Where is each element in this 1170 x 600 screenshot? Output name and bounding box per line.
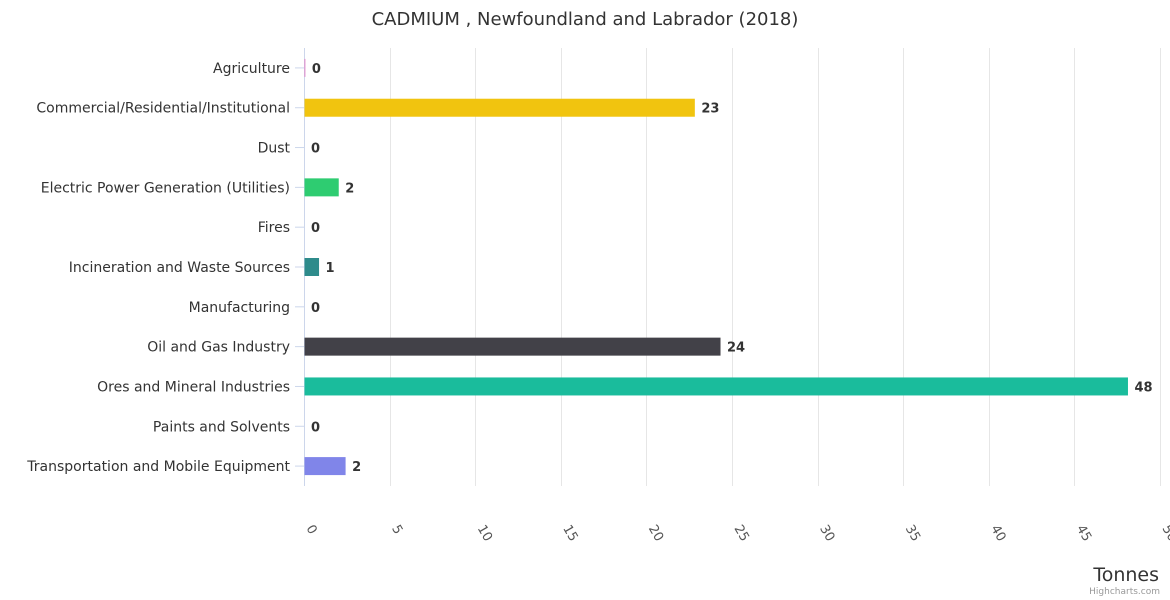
x-tick-label: 30 (816, 523, 837, 545)
category-label: Ores and Mineral Industries (97, 379, 290, 395)
data-label: 0 (311, 301, 320, 316)
category-label: Oil and Gas Industry (147, 340, 290, 356)
data-label: 0 (312, 62, 321, 77)
x-tick-label: 5 (388, 523, 405, 538)
x-tick-label: 50 (1159, 523, 1170, 545)
data-label: 0 (311, 142, 320, 157)
category-label: Agriculture (213, 61, 290, 77)
category-labels: Agriculture Commercial/Residential/Instit… (26, 61, 290, 475)
x-tick-labels: 0 5 10 15 20 25 30 35 40 45 50 (303, 523, 1170, 545)
category-label: Manufacturing (189, 300, 290, 316)
category-label: Electric Power Generation (Utilities) (41, 180, 290, 196)
bar[interactable] (304, 337, 721, 356)
x-tick-label: 25 (731, 523, 752, 545)
category-label: Dust (258, 141, 291, 157)
bar[interactable] (304, 98, 695, 117)
x-axis-title: Tonnes (1092, 564, 1159, 586)
x-tick-label: 10 (474, 523, 495, 545)
category-label: Paints and Solvents (153, 419, 290, 435)
category-label: Commercial/Residential/Institutional (36, 101, 290, 117)
data-label: 1 (326, 261, 335, 276)
bar[interactable] (304, 457, 346, 476)
credits-link[interactable]: Highcharts.com (1089, 587, 1160, 597)
bar[interactable] (304, 377, 1128, 396)
category-label: Incineration and Waste Sources (69, 260, 290, 276)
category-label: Fires (258, 220, 290, 236)
data-label: 0 (311, 221, 320, 236)
x-tick-label: 0 (303, 523, 320, 538)
bar[interactable] (304, 58, 306, 77)
data-label: 2 (352, 460, 361, 475)
data-labels: 0 23 0 2 0 1 0 24 48 0 2 (311, 62, 1153, 475)
x-tick-label: 35 (902, 523, 923, 545)
bar[interactable] (304, 178, 339, 197)
bars (304, 58, 1128, 476)
data-label: 23 (701, 102, 719, 117)
bar[interactable] (304, 258, 320, 276)
x-tick-label: 20 (645, 523, 666, 545)
category-label: Transportation and Mobile Equipment (26, 459, 290, 475)
data-label: 0 (311, 420, 320, 435)
chart-title: CADMIUM , Newfoundland and Labrador (201… (372, 9, 799, 30)
grid-lines (295, 48, 1161, 486)
data-label: 24 (727, 341, 745, 356)
x-tick-label: 40 (987, 523, 1008, 545)
x-tick-label: 15 (559, 523, 580, 545)
x-tick-label: 45 (1073, 523, 1094, 545)
data-label: 2 (345, 181, 354, 196)
data-label: 48 (1134, 380, 1152, 395)
